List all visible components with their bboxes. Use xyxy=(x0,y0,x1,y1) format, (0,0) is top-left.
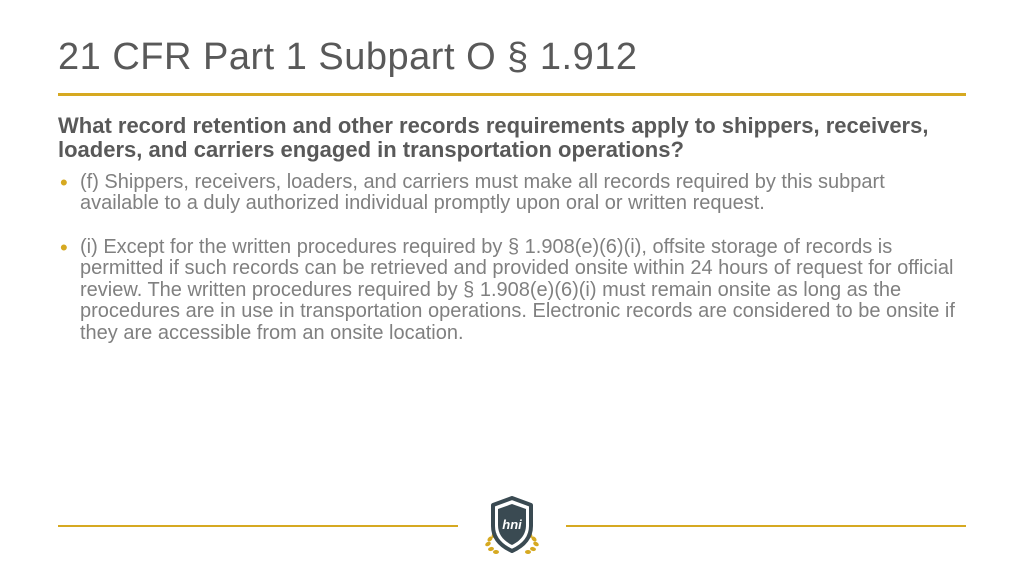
hni-shield-icon: hni xyxy=(477,494,547,558)
slide-subtitle: What record retention and other records … xyxy=(58,114,966,162)
bullet-item: (f) Shippers, receivers, loaders, and ca… xyxy=(58,172,966,215)
footer: hni xyxy=(58,494,966,558)
logo: hni xyxy=(472,494,552,558)
footer-rule-left xyxy=(58,525,458,527)
bullet-item: (i) Except for the written procedures re… xyxy=(58,237,966,345)
slide: 21 CFR Part 1 Subpart O § 1.912 What rec… xyxy=(0,0,1024,576)
bullet-list: (f) Shippers, receivers, loaders, and ca… xyxy=(58,172,966,345)
slide-title: 21 CFR Part 1 Subpart O § 1.912 xyxy=(58,36,966,93)
logo-text: hni xyxy=(502,517,522,532)
title-underline xyxy=(58,93,966,96)
footer-rule-right xyxy=(566,525,966,527)
